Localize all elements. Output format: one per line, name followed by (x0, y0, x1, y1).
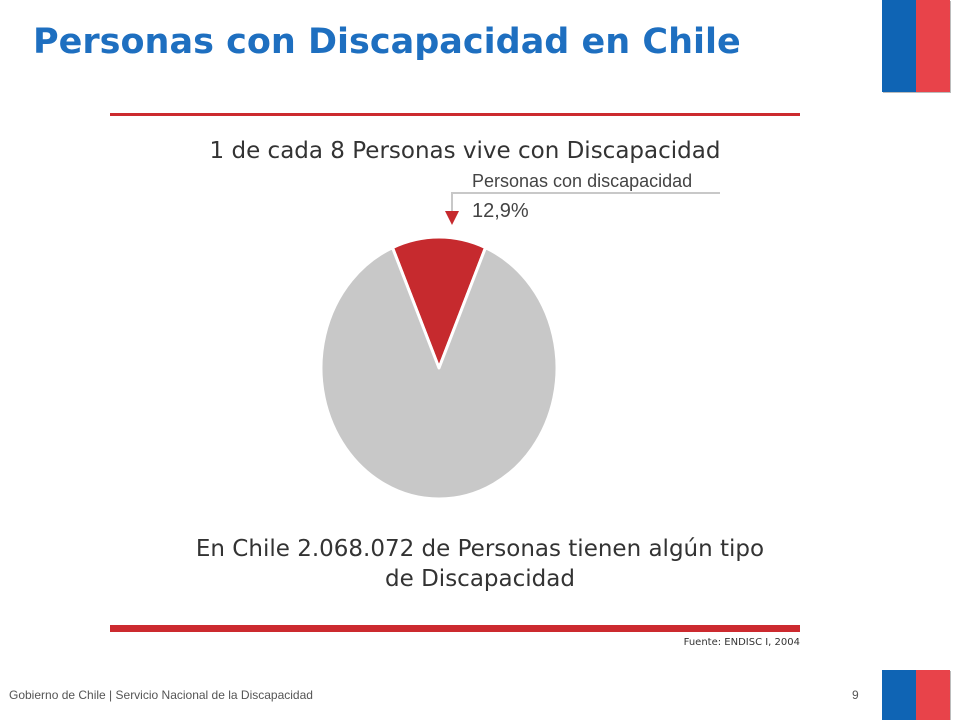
summary-line-1: En Chile 2.068.072 de Personas tienen al… (195, 536, 765, 562)
summary-statement: En Chile 2.068.072 de Personas tienen al… (120, 534, 840, 594)
footer-text: Gobierno de Chile | Servicio Nacional de… (9, 688, 313, 702)
slide-title: Personas con Discapacidad en Chile (33, 22, 741, 62)
pie-chart: Personas con discapacidad 12,9% (319, 171, 720, 501)
flag-red-stripe (916, 0, 950, 92)
pie-slice-rest (319, 246, 559, 501)
page-number: 9 (852, 688, 859, 702)
flag-red-stripe (916, 670, 950, 720)
bottom-red-divider (110, 625, 800, 632)
annotation-leader-line (451, 192, 720, 213)
pie-chart-container: Personas con discapacidad 12,9% (300, 165, 760, 505)
chile-flag-emblem-bottom (882, 670, 950, 720)
summary-line-2: de Discapacidad (385, 566, 575, 592)
flag-blue-stripe (882, 0, 916, 92)
annotation-label: Personas con discapacidad (472, 171, 692, 191)
chile-flag-emblem-top (882, 0, 950, 92)
top-red-divider (110, 113, 800, 116)
annotation-value: 12,9% (472, 200, 529, 222)
pie-slice-discapacidad (390, 235, 488, 370)
source-citation: Fuente: ENDISC I, 2004 (683, 637, 800, 648)
annotation-arrow-icon (445, 211, 459, 225)
flag-blue-stripe (882, 670, 916, 720)
slide-subtitle: 1 de cada 8 Personas vive con Discapacid… (209, 138, 721, 164)
pie-slices (319, 235, 559, 501)
